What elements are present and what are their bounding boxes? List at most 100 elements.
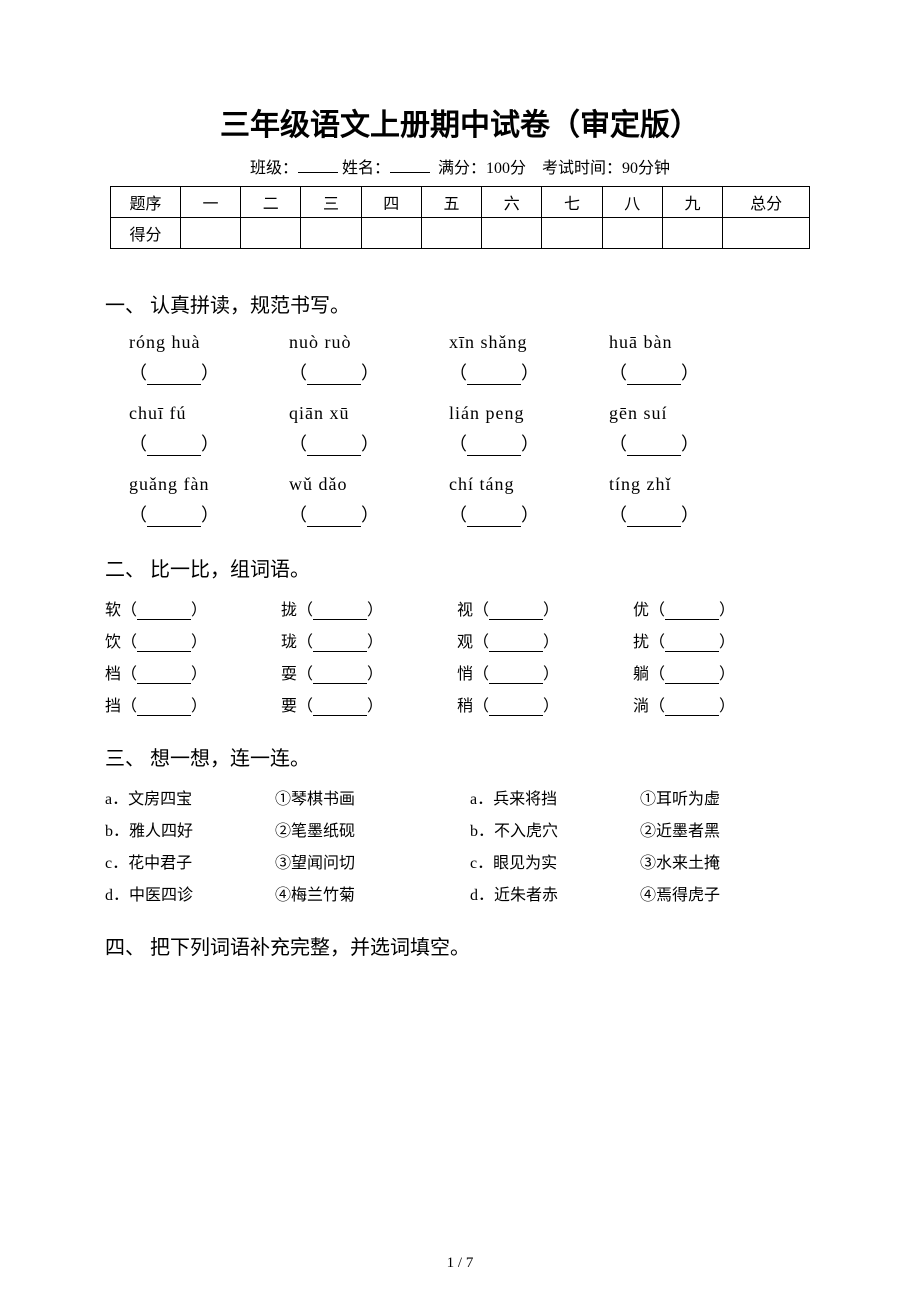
pinyin-cell: lián peng — [449, 403, 609, 424]
answer-cell: （） — [129, 501, 289, 527]
wordpair-char: 躺 — [633, 666, 649, 683]
score-cell[interactable] — [482, 218, 542, 249]
answer-cell: （） — [129, 359, 289, 385]
score-cell[interactable] — [421, 218, 481, 249]
page-title: 三年级语文上册期中试卷（审定版） — [105, 100, 815, 144]
answer-blank[interactable] — [147, 509, 201, 527]
score-cell[interactable] — [662, 218, 722, 249]
pinyin-cell: huā bàn — [609, 332, 769, 353]
wordpair-row: 档（） 耍（） 悄（） 躺（） — [105, 660, 815, 684]
answer-blank[interactable] — [137, 636, 191, 652]
wordpair-char: 软 — [105, 602, 121, 619]
answer-blank[interactable] — [489, 700, 543, 716]
answer-blank[interactable] — [489, 668, 543, 684]
answer-cell: （） — [449, 430, 609, 456]
match-right-b: ②近墨者黑 — [640, 817, 790, 841]
answer-cell: （） — [449, 359, 609, 385]
pinyin-row: róng huà nuò ruò xīn shǎng huā bàn — [129, 332, 815, 353]
score-header-cell: 三 — [301, 187, 361, 218]
answer-blank[interactable] — [137, 700, 191, 716]
score-cell[interactable] — [542, 218, 602, 249]
wordpair-cell: 软（） — [105, 596, 281, 620]
wordpair-cell: 挡（） — [105, 692, 281, 716]
answer-blank[interactable] — [313, 668, 367, 684]
answer-blank[interactable] — [665, 700, 719, 716]
answer-blank[interactable] — [147, 438, 201, 456]
score-header-cell: 九 — [662, 187, 722, 218]
score-cell[interactable] — [723, 218, 810, 249]
answer-blank[interactable] — [137, 668, 191, 684]
score-cell[interactable] — [301, 218, 361, 249]
wordpair-cell: 淌（） — [633, 692, 809, 716]
score-cell[interactable] — [361, 218, 421, 249]
wordpair-cell: 要（） — [281, 692, 457, 716]
pinyin-cell: guǎng fàn — [129, 474, 289, 495]
answer-blank[interactable] — [665, 604, 719, 620]
section-2-title: 二、 比一比，组词语。 — [105, 553, 815, 582]
answer-blank[interactable] — [467, 509, 521, 527]
wordpair-char: 饮 — [105, 634, 121, 651]
answer-blank[interactable] — [665, 668, 719, 684]
answer-blank[interactable] — [307, 367, 361, 385]
class-label: 班级： — [250, 160, 298, 177]
wordpair-char: 档 — [105, 666, 121, 683]
fullscore-label: 满分：100分 — [438, 160, 526, 177]
section-1-title: 一、 认真拼读，规范书写。 — [105, 289, 815, 318]
match-left-b: ④梅兰竹菊 — [275, 881, 470, 905]
wordpair-cell: 观（） — [457, 628, 633, 652]
pinyin-cell: chí táng — [449, 474, 609, 495]
answer-row: （） （） （） （） — [129, 359, 815, 385]
match-row: a．文房四宝 ①琴棋书画 a．兵来将挡 ①耳听为虚 — [105, 785, 815, 809]
answer-blank[interactable] — [627, 509, 681, 527]
answer-blank[interactable] — [665, 636, 719, 652]
wordpair-row: 饮（） 珑（） 观（） 扰（） — [105, 628, 815, 652]
answer-blank[interactable] — [489, 636, 543, 652]
class-blank[interactable] — [298, 157, 338, 173]
answer-blank[interactable] — [307, 509, 361, 527]
answer-blank[interactable] — [313, 700, 367, 716]
wordpair-char: 要 — [281, 698, 297, 715]
score-cell[interactable] — [180, 218, 240, 249]
answer-blank[interactable] — [137, 604, 191, 620]
answer-blank[interactable] — [489, 604, 543, 620]
wordpair-cell: 拢（） — [281, 596, 457, 620]
answer-blank[interactable] — [313, 604, 367, 620]
score-row-label: 得分 — [111, 218, 181, 249]
answer-blank[interactable] — [467, 438, 521, 456]
score-value-row: 得分 — [111, 218, 810, 249]
match-left-a: d．中医四诊 — [105, 881, 275, 905]
pinyin-cell: xīn shǎng — [449, 332, 609, 353]
wordpair-char: 拢 — [281, 602, 297, 619]
answer-cell: （） — [609, 501, 769, 527]
match-right-b: ①耳听为虚 — [640, 785, 790, 809]
answer-blank[interactable] — [467, 367, 521, 385]
match-left-a: a．文房四宝 — [105, 785, 275, 809]
score-header-cell: 五 — [421, 187, 481, 218]
answer-cell: （） — [289, 359, 449, 385]
answer-blank[interactable] — [627, 367, 681, 385]
match-grid: a．文房四宝 ①琴棋书画 a．兵来将挡 ①耳听为虚 b．雅人四好 ②笔墨纸砚 b… — [105, 785, 815, 905]
wordpair-char: 挡 — [105, 698, 121, 715]
answer-cell: （） — [609, 359, 769, 385]
score-header-cell: 六 — [482, 187, 542, 218]
answer-blank[interactable] — [313, 636, 367, 652]
match-right-b: ④焉得虎子 — [640, 881, 790, 905]
page-number: 1 / 7 — [0, 1255, 920, 1272]
answer-blank[interactable] — [307, 438, 361, 456]
match-right-a: b．不入虎穴 — [470, 817, 640, 841]
wordpair-cell: 悄（） — [457, 660, 633, 684]
score-cell[interactable] — [602, 218, 662, 249]
answer-blank[interactable] — [627, 438, 681, 456]
answer-row: （） （） （） （） — [129, 430, 815, 456]
exam-page: 三年级语文上册期中试卷（审定版） 班级： 姓名： 满分：100分 考试时间：90… — [0, 0, 920, 1302]
match-row: b．雅人四好 ②笔墨纸砚 b．不入虎穴 ②近墨者黑 — [105, 817, 815, 841]
name-blank[interactable] — [390, 157, 430, 173]
score-header-cell: 总分 — [723, 187, 810, 218]
answer-blank[interactable] — [147, 367, 201, 385]
pinyin-cell: tíng zhǐ — [609, 474, 769, 495]
score-header-cell: 七 — [542, 187, 602, 218]
wordpair-char: 稍 — [457, 698, 473, 715]
score-cell[interactable] — [241, 218, 301, 249]
wordpair-char: 珑 — [281, 634, 297, 651]
pinyin-row: guǎng fàn wǔ dǎo chí táng tíng zhǐ — [129, 474, 815, 495]
